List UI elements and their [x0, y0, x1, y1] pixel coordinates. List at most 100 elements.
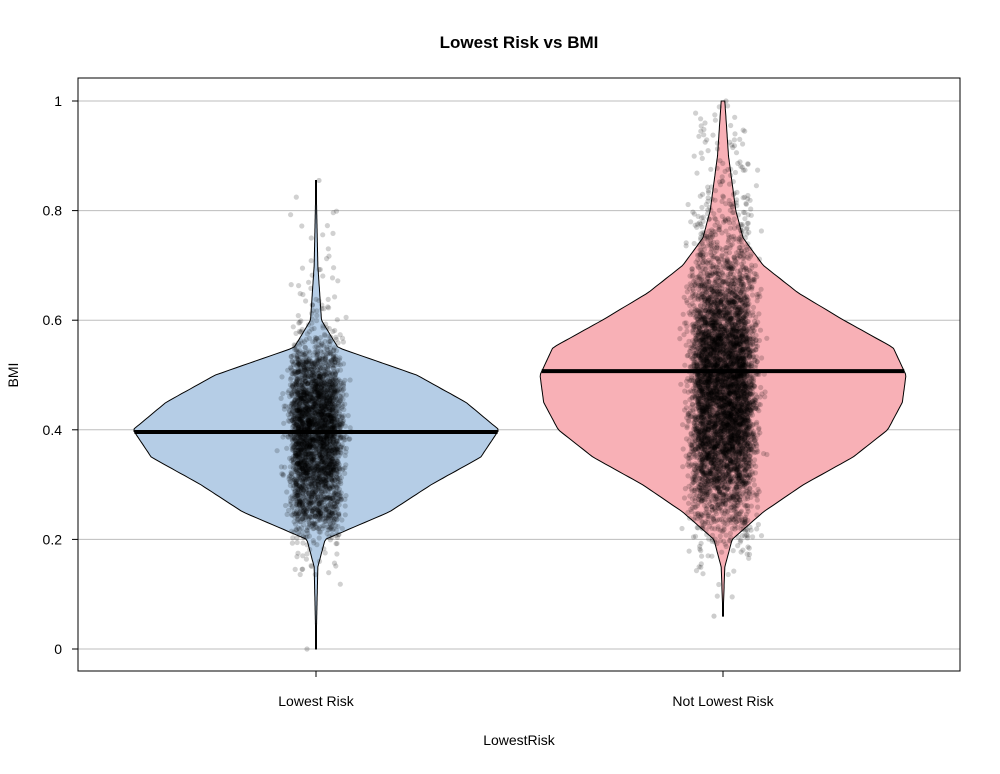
data-point: [315, 467, 320, 472]
data-point: [331, 347, 336, 352]
data-point: [335, 358, 340, 363]
data-point: [304, 646, 309, 651]
data-point: [321, 438, 326, 443]
data-point: [322, 523, 327, 528]
data-point: [300, 516, 305, 521]
data-point: [291, 324, 296, 329]
data-point: [318, 517, 323, 522]
data-point: [302, 458, 307, 463]
data-point: [348, 425, 353, 430]
data-point: [316, 480, 321, 485]
data-point: [320, 457, 325, 462]
data-point: [279, 396, 284, 401]
data-point: [683, 400, 688, 405]
data-point: [326, 297, 331, 302]
data-point: [289, 375, 294, 380]
data-point: [309, 515, 314, 520]
data-point: [275, 448, 280, 453]
data-point: [328, 339, 333, 344]
data-point: [700, 156, 705, 161]
data-point: [323, 471, 328, 476]
data-point: [311, 526, 316, 531]
data-point: [306, 460, 311, 465]
data-point: [323, 364, 328, 369]
data-point: [322, 386, 327, 391]
data-point: [335, 485, 340, 490]
data-point: [307, 467, 312, 472]
data-point: [309, 311, 314, 316]
data-point: [308, 286, 313, 291]
data-point: [289, 354, 294, 359]
data-point: [335, 378, 340, 383]
data-point: [347, 436, 352, 441]
data-point: [333, 399, 338, 404]
data-point: [324, 406, 329, 411]
data-point: [293, 376, 298, 381]
data-point: [302, 373, 307, 378]
data-point: [335, 317, 340, 322]
violins: [134, 101, 906, 649]
data-point: [735, 161, 740, 166]
data-point: [318, 382, 323, 387]
data-point: [313, 572, 318, 577]
data-point: [330, 329, 335, 334]
data-point: [336, 340, 341, 345]
data-point: [331, 365, 336, 370]
data-point: [685, 383, 690, 388]
data-point: [287, 394, 292, 399]
data-point: [303, 477, 308, 482]
data-point: [294, 422, 299, 427]
data-point: [296, 465, 301, 470]
data-point: [286, 434, 291, 439]
data-point: [314, 371, 319, 376]
data-point: [301, 488, 306, 493]
data-point: [314, 542, 319, 547]
data-point: [291, 446, 296, 451]
data-point: [284, 489, 289, 494]
data-point: [296, 340, 301, 345]
data-point: [306, 322, 311, 327]
data-point: [704, 532, 709, 537]
data-point: [295, 516, 300, 521]
data-point: [329, 395, 334, 400]
data-point: [314, 412, 319, 417]
data-point: [325, 413, 330, 418]
data-point: [335, 278, 340, 283]
data-point: [333, 335, 338, 340]
data-point: [294, 195, 299, 200]
data-point: [319, 421, 324, 426]
data-point: [290, 359, 295, 364]
data-point: [304, 534, 309, 539]
data-point: [337, 409, 342, 414]
data-point: [300, 493, 305, 498]
data-point: [291, 460, 296, 465]
data-point: [327, 448, 332, 453]
data-point: [334, 551, 339, 556]
data-point: [290, 493, 295, 498]
data-point: [300, 483, 305, 488]
data-point: [336, 512, 341, 517]
data-point: [341, 380, 346, 385]
data-point: [289, 529, 294, 534]
data-point: [325, 223, 330, 228]
data-point: [296, 499, 301, 504]
data-point: [320, 273, 325, 278]
data-point: [309, 235, 314, 240]
data-point: [299, 383, 304, 388]
data-point: [321, 306, 326, 311]
data-point: [293, 382, 298, 387]
data-point: [320, 232, 325, 237]
data-point: [309, 258, 314, 263]
data-point: [300, 504, 305, 509]
data-point: [299, 223, 304, 228]
data-point: [331, 355, 336, 360]
data-point: [322, 465, 327, 470]
data-point: [325, 531, 330, 536]
data-point: [295, 540, 300, 545]
data-point: [296, 320, 301, 325]
data-point: [322, 332, 327, 337]
data-point: [314, 308, 319, 313]
data-point: [323, 550, 328, 555]
data-point: [294, 535, 299, 540]
